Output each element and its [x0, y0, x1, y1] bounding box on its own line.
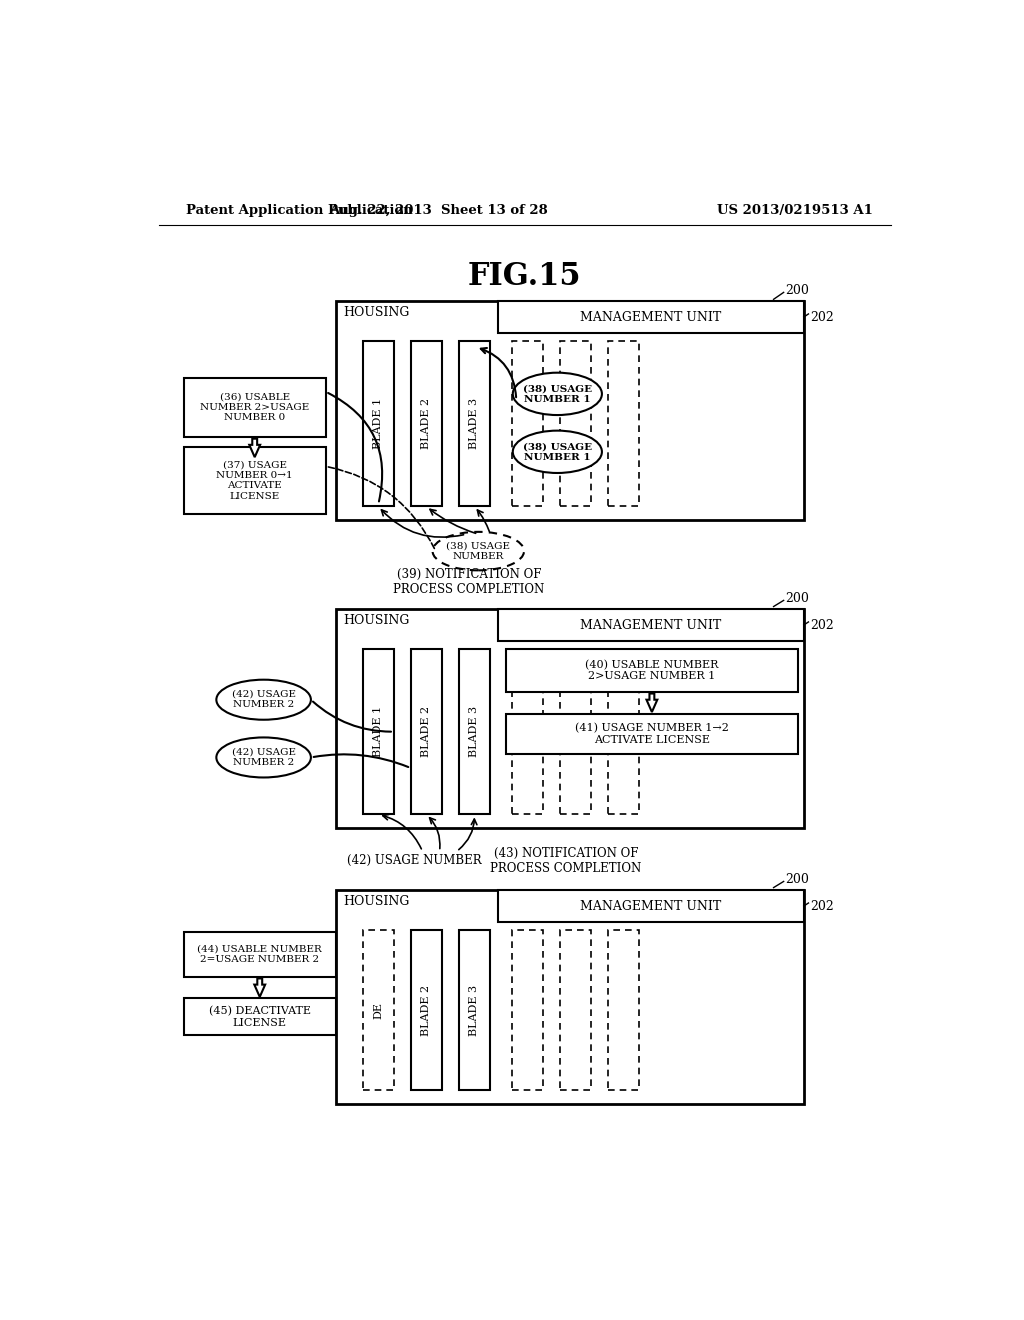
Text: BLADE 3: BLADE 3 — [469, 706, 479, 758]
Polygon shape — [646, 693, 657, 711]
Bar — [459, 341, 489, 507]
Bar — [499, 301, 804, 333]
Bar — [459, 929, 489, 1090]
Bar — [506, 714, 798, 754]
Bar — [336, 890, 804, 1104]
Text: BLADE 1: BLADE 1 — [374, 706, 383, 758]
Ellipse shape — [513, 430, 602, 473]
Bar — [362, 649, 394, 814]
Text: MANAGEMENT UNIT: MANAGEMENT UNIT — [581, 310, 722, 323]
Text: FIG.15: FIG.15 — [468, 261, 582, 292]
Ellipse shape — [216, 738, 311, 777]
Text: BLADE 3: BLADE 3 — [469, 985, 479, 1036]
Bar — [499, 609, 804, 642]
Text: HOUSING: HOUSING — [343, 306, 410, 319]
Bar — [411, 929, 442, 1090]
Text: BLADE 2: BLADE 2 — [421, 399, 431, 449]
Bar — [362, 929, 394, 1090]
Text: (40) USABLE NUMBER
2>USAGE NUMBER 1: (40) USABLE NUMBER 2>USAGE NUMBER 1 — [585, 660, 719, 681]
Text: US 2013/0219513 A1: US 2013/0219513 A1 — [717, 205, 872, 218]
Text: 200: 200 — [785, 593, 809, 606]
Bar — [411, 341, 442, 507]
Text: HOUSING: HOUSING — [343, 614, 410, 627]
Ellipse shape — [513, 372, 602, 414]
Bar — [512, 649, 543, 814]
Bar — [506, 649, 798, 692]
Bar — [560, 649, 591, 814]
Text: (38) USAGE
NUMBER 1: (38) USAGE NUMBER 1 — [523, 442, 592, 462]
Text: 202: 202 — [810, 899, 834, 912]
Text: (39) NOTIFICATION OF
PROCESS COMPLETION: (39) NOTIFICATION OF PROCESS COMPLETION — [393, 568, 545, 595]
Text: 202: 202 — [810, 619, 834, 631]
Text: BLADE 2: BLADE 2 — [421, 706, 431, 758]
Bar — [183, 932, 336, 977]
Bar — [607, 341, 639, 507]
Text: MANAGEMENT UNIT: MANAGEMENT UNIT — [581, 619, 722, 631]
Bar — [560, 341, 591, 507]
Bar — [362, 341, 394, 507]
Text: (36) USABLE
NUMBER 2>USAGE
NUMBER 0: (36) USABLE NUMBER 2>USAGE NUMBER 0 — [200, 392, 309, 422]
Text: (43) NOTIFICATION OF
PROCESS COMPLETION: (43) NOTIFICATION OF PROCESS COMPLETION — [490, 846, 641, 875]
Ellipse shape — [216, 680, 311, 719]
Text: DE: DE — [374, 1002, 383, 1019]
Bar — [336, 301, 804, 520]
Text: 200: 200 — [785, 284, 809, 297]
Bar — [183, 378, 326, 437]
Text: (41) USAGE NUMBER 1→2
ACTIVATE LICENSE: (41) USAGE NUMBER 1→2 ACTIVATE LICENSE — [574, 722, 729, 744]
Text: (42) USAGE NUMBER: (42) USAGE NUMBER — [347, 854, 482, 867]
Polygon shape — [254, 978, 265, 997]
Ellipse shape — [432, 532, 524, 570]
Polygon shape — [249, 438, 260, 457]
Text: (38) USAGE
NUMBER 1: (38) USAGE NUMBER 1 — [523, 384, 592, 404]
Text: HOUSING: HOUSING — [343, 895, 410, 908]
Text: (37) USAGE
NUMBER 0→1
ACTIVATE
LICENSE: (37) USAGE NUMBER 0→1 ACTIVATE LICENSE — [216, 461, 293, 500]
Text: BLADE 1: BLADE 1 — [374, 399, 383, 449]
Bar — [336, 609, 804, 829]
Bar — [607, 649, 639, 814]
Bar — [607, 929, 639, 1090]
Text: Patent Application Publication: Patent Application Publication — [186, 205, 413, 218]
Bar — [183, 998, 336, 1035]
Text: (42) USAGE
NUMBER 2: (42) USAGE NUMBER 2 — [231, 747, 296, 767]
Bar — [459, 649, 489, 814]
Bar — [560, 929, 591, 1090]
Text: (38) USAGE
NUMBER: (38) USAGE NUMBER — [446, 541, 510, 561]
Bar — [183, 447, 326, 515]
Bar — [499, 890, 804, 923]
Text: BLADE 2: BLADE 2 — [421, 985, 431, 1036]
Text: Aug. 22, 2013  Sheet 13 of 28: Aug. 22, 2013 Sheet 13 of 28 — [329, 205, 548, 218]
Text: MANAGEMENT UNIT: MANAGEMENT UNIT — [581, 899, 722, 912]
Bar — [512, 929, 543, 1090]
Bar — [512, 341, 543, 507]
Text: (42) USAGE
NUMBER 2: (42) USAGE NUMBER 2 — [231, 690, 296, 709]
Bar — [411, 649, 442, 814]
Text: (45) DEACTIVATE
LICENSE: (45) DEACTIVATE LICENSE — [209, 1006, 310, 1028]
Text: 202: 202 — [810, 310, 834, 323]
Text: (44) USABLE NUMBER
2=USAGE NUMBER 2: (44) USABLE NUMBER 2=USAGE NUMBER 2 — [198, 945, 323, 965]
Text: BLADE 3: BLADE 3 — [469, 399, 479, 449]
Text: 200: 200 — [785, 874, 809, 887]
